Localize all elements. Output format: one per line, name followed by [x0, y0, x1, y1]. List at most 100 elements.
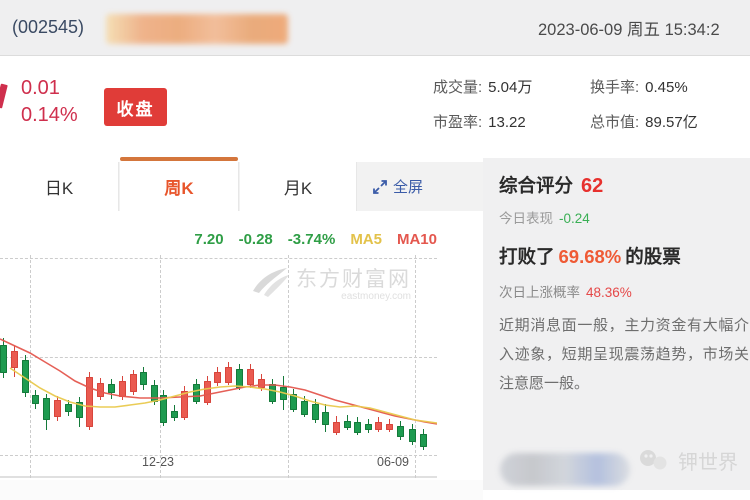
stat-turnover-rate: 换手率: 0.45% — [590, 76, 688, 97]
today-performance-value: -0.24 — [559, 211, 590, 226]
beat-stocks-row: 打败了 69.68% 的股票 — [499, 243, 750, 269]
candlestick-body — [365, 424, 372, 430]
candlestick-body — [65, 404, 72, 412]
price-digit-fragment — [0, 83, 8, 109]
tab-label: 月K — [283, 179, 313, 198]
tab-weekly-k[interactable]: 周K — [120, 157, 239, 211]
candlestick-body — [54, 400, 61, 417]
stat-value: 5.04万 — [488, 79, 533, 96]
stat-label: 总市值: — [590, 114, 640, 131]
stat-value: 13.22 — [488, 114, 526, 131]
candlestick-body — [0, 345, 7, 373]
market-closed-badge[interactable]: 收盘 — [104, 88, 167, 126]
candlestick-body — [32, 395, 39, 404]
stats-row: 成交量: 5.04万 换手率: 0.45% — [433, 76, 750, 97]
candlestick-body — [322, 412, 329, 425]
beat-suffix: 的股票 — [625, 246, 681, 267]
candlestick-body — [397, 426, 404, 437]
candlestick-body — [344, 421, 351, 428]
candlestick-body — [140, 372, 147, 385]
stat-label: 换手率: — [590, 79, 640, 96]
candlestick-body — [354, 422, 361, 433]
candlestick-body — [204, 381, 211, 403]
chart-header-values: 7.20 -0.28 -3.74% MA5 MA10 — [0, 231, 437, 248]
beat-prefix: 打败了 — [499, 246, 555, 267]
site-watermark-text: 钾世界 — [678, 452, 738, 474]
moving-average-lines — [0, 338, 437, 425]
last-change-pct: -3.74% — [287, 231, 336, 248]
candlestick-body — [108, 384, 115, 393]
composite-score-label: 综合评分 — [499, 175, 574, 196]
fullscreen-expand-icon — [373, 179, 387, 194]
stats-row: 市盈率: 13.22 总市值: 89.57亿 — [433, 111, 750, 132]
site-watermark: 钾世界 — [638, 446, 738, 475]
last-change: -0.28 — [238, 231, 273, 248]
grid-line-horizontal — [0, 357, 437, 358]
candlestick-body — [76, 402, 83, 418]
analysis-panel-content: 综合评分 62 今日表现 -0.24 打败了 69.68% 的股票 次日上涨概率 48.3… — [483, 158, 750, 398]
tab-daily-k[interactable]: 日K — [0, 162, 119, 211]
grid-line-horizontal — [0, 258, 437, 259]
rise-probability-value: 48.36% — [586, 285, 632, 300]
analysis-panel: 综合评分 62 今日表现 -0.24 打败了 69.68% 的股票 次日上涨概率 48.3… — [483, 158, 750, 490]
rise-probability-row: 次日上涨概率 48.36% — [499, 281, 750, 301]
candlestick-body — [312, 404, 319, 420]
redacted-pill — [500, 453, 630, 486]
candlestick-body — [333, 422, 340, 433]
candlestick-body — [409, 429, 416, 442]
composite-score-row: 综合评分 62 — [499, 172, 750, 198]
grid-line-horizontal — [0, 455, 437, 456]
candlestick-body — [247, 369, 254, 385]
candlestick-body — [225, 367, 232, 383]
ma5-line — [9, 367, 437, 424]
kline-tab-bar: 日K 周K 月K 全屏 — [0, 157, 483, 211]
stat-label: 成交量: — [433, 79, 483, 96]
candlestick-body — [193, 384, 200, 402]
candlestick-body — [160, 395, 167, 423]
analysis-summary-text: 近期消息面一般，主力资金有大幅介入迹象，短期呈现震荡趋势，市场关注意愿一般。 — [499, 317, 749, 392]
stock-code: (002545) — [12, 17, 85, 37]
candlestick-body — [386, 424, 393, 430]
grid-line-vertical — [160, 255, 161, 478]
today-performance-label: 今日表现 — [499, 211, 553, 226]
composite-score-value: 62 — [581, 175, 604, 197]
candlestick-body — [420, 434, 427, 447]
tab-monthly-k[interactable]: 月K — [240, 162, 357, 211]
ma10-line — [0, 338, 437, 425]
candlestick-body — [11, 351, 18, 368]
candlestick-body — [130, 374, 137, 392]
candlestick-body — [43, 398, 50, 420]
tab-label: 日K — [44, 179, 74, 198]
candlestick-body — [214, 372, 221, 383]
kline-chart[interactable]: 东方财富网 eastmoney.com 12-23 06-09 — [0, 255, 437, 478]
candlestick-body — [181, 391, 188, 418]
grid-line-vertical — [415, 255, 416, 478]
fullscreen-button[interactable]: 全屏 — [372, 176, 423, 197]
candlestick-body — [290, 394, 297, 410]
ma10-legend: MA10 — [396, 231, 437, 248]
x-axis-label: 12-23 — [142, 455, 174, 469]
site-watermark-icon — [640, 449, 667, 469]
top-bar: (002545) 2023-06-09 周五 15:34:2 — [0, 0, 750, 56]
active-tab-indicator — [120, 157, 238, 161]
stat-pe-ratio: 市盈率: 13.22 — [433, 111, 590, 132]
stats-grid: 成交量: 5.04万 换手率: 0.45% 市盈率: 13.22 总市值: 89.57亿 — [433, 76, 750, 146]
candlestick-body — [86, 377, 93, 427]
today-performance-row: 今日表现 -0.24 — [499, 207, 750, 227]
beat-percent-value: 69.68% — [558, 246, 622, 267]
candlestick-body — [301, 401, 308, 415]
stat-value: 0.45% — [645, 79, 688, 96]
stat-market-cap: 总市值: 89.57亿 — [590, 111, 698, 132]
ma5-legend: MA5 — [350, 231, 382, 248]
change-value: 0.01 — [21, 77, 60, 99]
stat-volume: 成交量: 5.04万 — [433, 76, 590, 97]
candlestick-body — [258, 379, 265, 388]
candlestick-body — [171, 411, 178, 418]
rise-probability-label: 次日上涨概率 — [499, 285, 580, 300]
grid-line-vertical — [288, 255, 289, 478]
candlestick-body — [375, 422, 382, 430]
fullscreen-label: 全屏 — [393, 179, 424, 196]
bottom-strip — [0, 480, 483, 500]
grid-line-vertical — [30, 255, 31, 478]
